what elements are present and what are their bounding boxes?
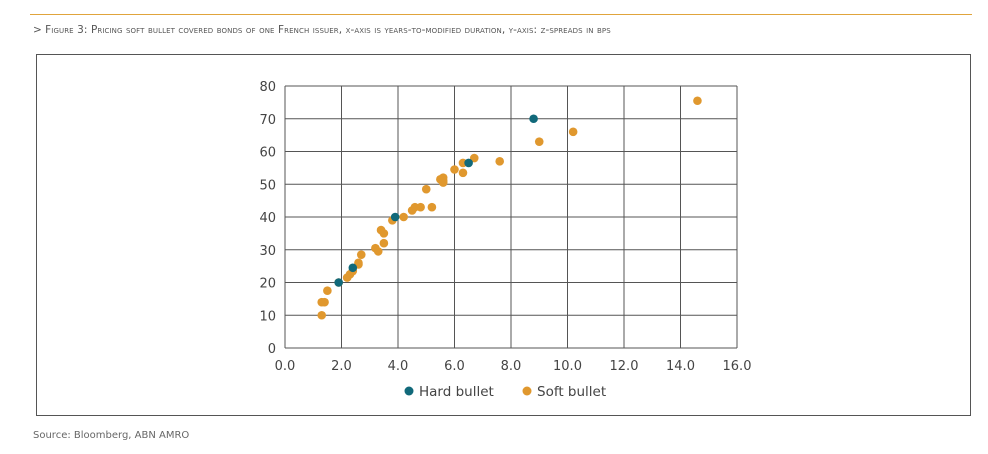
x-tick-label: 14.0 — [666, 359, 695, 374]
soft-bullet-point — [416, 202, 425, 212]
soft-bullet-point — [450, 165, 459, 174]
soft-bullet-point — [458, 168, 468, 178]
y-tick-label: 0 — [268, 342, 276, 357]
soft-bullet-point — [379, 238, 389, 248]
x-tick-label: 8.0 — [501, 359, 522, 374]
legend-soft-bullet-marker — [522, 386, 532, 396]
y-tick-label: 60 — [259, 146, 276, 161]
caption-prefix: > — [33, 24, 46, 36]
soft-bullet-point — [399, 212, 408, 222]
caption-text: Figure 3: Pricing soft bullet covered bo… — [45, 24, 611, 36]
soft-bullet-point — [379, 229, 389, 238]
soft-bullet-point — [323, 286, 332, 295]
x-tick-label: 4.0 — [388, 359, 409, 374]
soft-bullet-point — [317, 310, 327, 320]
soft-bullet-point — [693, 96, 702, 106]
hard-bullet-point — [334, 278, 343, 287]
soft-bullet-point — [438, 178, 448, 187]
x-tick-label: 0.0 — [275, 359, 296, 374]
soft-bullet-point — [534, 137, 544, 146]
soft-bullet-point — [373, 247, 383, 256]
chart-frame: 0.0 2.0 4.0 6.0 8.0 10.0 12.0 14.0 16.0 0 10 20 30 40… — [36, 54, 971, 416]
soft-bullet-point — [356, 250, 366, 259]
y-tick-label: 10 — [259, 309, 276, 324]
y-tick-label: 70 — [259, 113, 276, 128]
legend-hard-bullet-label: Hard bullet — [419, 384, 494, 400]
hard-bullet-point — [529, 114, 538, 124]
soft-bullet-point — [354, 258, 363, 268]
x-tick-label: 16.0 — [723, 359, 752, 374]
hard-bullet-point — [464, 158, 473, 168]
soft-bullet-point — [469, 153, 479, 163]
soft-bullet-point — [568, 127, 578, 137]
y-tick-label: 80 — [259, 80, 276, 95]
x-tick-label: 2.0 — [331, 359, 352, 374]
hard-bullet-point — [348, 263, 358, 273]
top-divider — [30, 14, 972, 15]
source-note: Source: Bloomberg, ABN AMRO — [33, 430, 190, 441]
y-tick-label: 30 — [259, 244, 276, 259]
y-tick-label: 50 — [259, 178, 276, 193]
y-tick-label: 20 — [259, 277, 276, 292]
soft-bullet-point — [495, 157, 505, 166]
soft-bullet-point — [427, 202, 437, 212]
x-tick-label: 12.0 — [610, 359, 639, 374]
legend-hard-bullet-marker — [404, 386, 414, 396]
soft-bullet-point — [421, 184, 431, 194]
hard-bullet-point — [390, 212, 400, 222]
scatter-chart: 0.0 2.0 4.0 6.0 8.0 10.0 12.0 14.0 16.0 0 10 20 30 40… — [259, 80, 752, 400]
soft-bullet-point — [320, 297, 329, 307]
x-tick-label: 10.0 — [553, 359, 582, 374]
y-tick-label: 40 — [259, 211, 276, 226]
figure-caption: > Figure 3: Pricing soft bullet covered … — [33, 24, 978, 36]
legend-soft-bullet-label: Soft bullet — [537, 384, 606, 400]
x-tick-label: 6.0 — [444, 359, 465, 374]
